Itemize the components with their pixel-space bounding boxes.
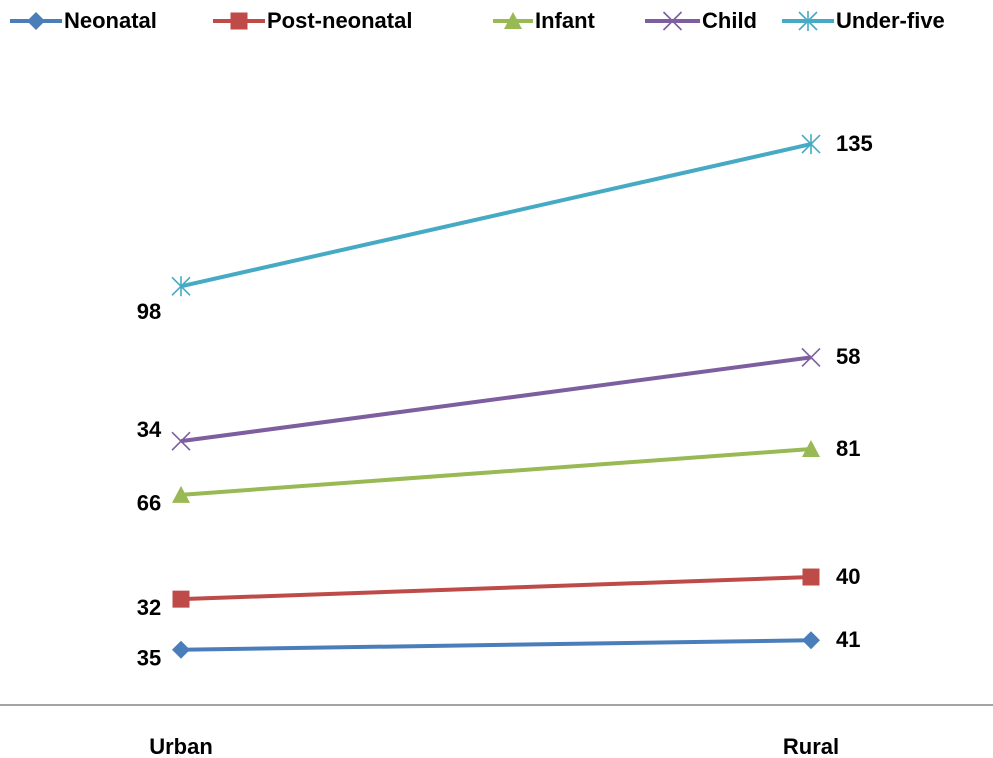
x-tick-label: Urban	[149, 734, 213, 758]
marker	[171, 276, 191, 297]
data-label: 58	[836, 344, 860, 369]
series-line	[180, 142, 812, 289]
marker	[802, 568, 820, 586]
marker	[801, 347, 821, 367]
legend-item: Infant	[493, 8, 596, 33]
legend-item: Neonatal	[10, 8, 157, 33]
data-label: 41	[836, 627, 860, 652]
series-line	[180, 355, 812, 444]
data-label: 98	[137, 299, 161, 324]
marker	[172, 640, 190, 659]
legend-item: Child	[645, 8, 757, 33]
x-tick-label: Rural	[783, 734, 839, 758]
data-label: 81	[836, 436, 860, 461]
data-label: 135	[836, 131, 873, 156]
legend-label: Neonatal	[64, 8, 157, 33]
marker	[801, 134, 821, 155]
legend-label: Post-neonatal	[267, 8, 412, 33]
legend-item: Post-neonatal	[213, 8, 412, 33]
data-label: 66	[137, 491, 161, 516]
legend-marker	[27, 12, 45, 30]
series-line	[180, 575, 812, 602]
marker	[172, 590, 190, 608]
series-line	[180, 638, 812, 652]
data-label: 32	[137, 595, 161, 620]
legend-label: Child	[702, 8, 757, 33]
legend-marker	[798, 11, 818, 31]
series-line	[180, 447, 812, 497]
legend-marker	[662, 11, 683, 31]
legend-label: Infant	[535, 8, 596, 33]
data-label: 40	[836, 564, 860, 589]
marker	[171, 431, 191, 451]
marker	[802, 440, 820, 458]
data-label: 34	[137, 417, 162, 442]
legend-label: Under-five	[836, 8, 945, 33]
data-label: 35	[137, 646, 161, 671]
legend-marker	[230, 12, 248, 30]
marker	[172, 485, 190, 503]
legend-marker	[504, 12, 522, 29]
marker	[802, 631, 820, 650]
legend-item: Under-five	[782, 8, 945, 33]
